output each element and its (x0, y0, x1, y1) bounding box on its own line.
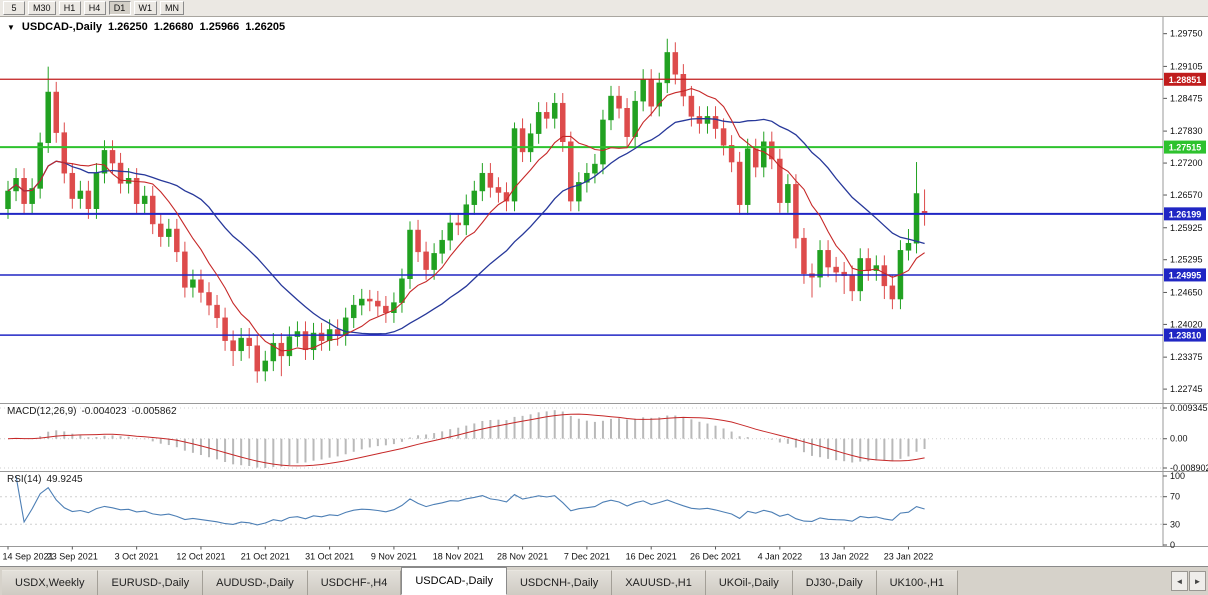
svg-text:26 Dec 2021: 26 Dec 2021 (690, 552, 741, 562)
svg-text:1.28851: 1.28851 (1169, 75, 1202, 85)
svg-text:1.22745: 1.22745 (1170, 384, 1203, 394)
chart-tab-usdx-weekly[interactable]: USDX,Weekly (2, 570, 99, 595)
svg-text:14 Sep 2021: 14 Sep 2021 (2, 552, 53, 562)
svg-text:-0.008902: -0.008902 (1170, 463, 1208, 473)
svg-text:100: 100 (1170, 471, 1185, 481)
svg-text:1.24650: 1.24650 (1170, 287, 1203, 297)
svg-text:23 Jan 2022: 23 Jan 2022 (884, 552, 934, 562)
svg-text:1.25295: 1.25295 (1170, 255, 1203, 265)
macd-panel: 0.009345 0.00 -0.008902 (0, 403, 1208, 473)
timeframe-button-h4[interactable]: H4 (83, 1, 106, 15)
svg-text:0.00: 0.00 (1170, 434, 1188, 444)
tab-scrollbar: ◄ ► (1171, 571, 1206, 591)
price-level-tag (1164, 140, 1206, 154)
svg-text:1.27515: 1.27515 (1169, 143, 1202, 153)
price-axis: 1.29750 1.29105 1.28475 1.27830 1.27200 1.265… (0, 17, 1208, 547)
chart-tab-audusd-daily[interactable]: AUDUSD-,Daily (203, 570, 308, 595)
svg-text:7 Dec 2021: 7 Dec 2021 (564, 552, 610, 562)
timeframe-button-d1[interactable]: D1 (108, 1, 131, 15)
price-level-tag (1164, 268, 1206, 282)
chart-tab-eurusd-daily[interactable]: EURUSD-,Daily (98, 570, 204, 595)
svg-text:31 Oct 2021: 31 Oct 2021 (305, 552, 354, 562)
chart-tab-ukoil-daily[interactable]: UKOil-,Daily (705, 570, 793, 595)
rsi-panel: 100 70 30 0 (0, 471, 1185, 550)
svg-text:1.29750: 1.29750 (1170, 29, 1203, 39)
chart-tab-usdcad-daily[interactable]: USDCAD-,Daily (401, 567, 507, 595)
svg-text:1.26199: 1.26199 (1169, 209, 1202, 219)
chart-tab-usdchf-h4[interactable]: USDCHF-,H4 (307, 570, 402, 595)
price-chart[interactable]: 1.29750 1.29105 1.28475 1.27830 1.27200 1.265… (0, 17, 1208, 566)
svg-text:0.009345: 0.009345 (1170, 403, 1208, 413)
timeframe-button-h1[interactable]: H1 (58, 1, 81, 15)
chart-tabbar: USDX,Weekly EURUSD-,Daily AUDUSD-,Daily USD… (0, 566, 1208, 595)
timeframe-toolbar: 5 M30 H1 H4 D1 W1 MN (0, 0, 1208, 17)
svg-text:1.26570: 1.26570 (1170, 190, 1203, 200)
moving-averages (7, 88, 925, 352)
chart-tab-xauusd-h1[interactable]: XAUUSD-,H1 (612, 570, 706, 595)
price-level-tag (1164, 72, 1206, 86)
chart-tab-usdcnh-daily[interactable]: USDCNH-,Daily (506, 570, 613, 595)
svg-text:21 Oct 2021: 21 Oct 2021 (241, 552, 290, 562)
svg-text:18 Nov 2021: 18 Nov 2021 (433, 552, 484, 562)
timeframe-button-m30[interactable]: M30 (28, 1, 56, 15)
svg-text:1.23375: 1.23375 (1170, 352, 1203, 362)
svg-text:3 Oct 2021: 3 Oct 2021 (115, 552, 159, 562)
support-resistance-lines: 1.28851 1.27515 1.26199 1.24995 1.23810 (0, 72, 1206, 342)
svg-text:1.28475: 1.28475 (1170, 93, 1203, 103)
svg-text:1.24995: 1.24995 (1169, 270, 1202, 280)
chart-tab-dj30-daily[interactable]: DJ30-,Daily (792, 570, 877, 595)
svg-text:70: 70 (1170, 492, 1180, 502)
svg-text:23 Sep 2021: 23 Sep 2021 (47, 552, 98, 562)
svg-text:1.25925: 1.25925 (1170, 223, 1203, 233)
timeframe-button-mn[interactable]: MN (160, 1, 185, 15)
svg-text:13 Jan 2022: 13 Jan 2022 (819, 552, 869, 562)
svg-text:16 Dec 2021: 16 Dec 2021 (626, 552, 677, 562)
svg-text:1.29105: 1.29105 (1170, 61, 1203, 71)
price-level-tag (1164, 328, 1206, 342)
chart-tab-uk100-h1[interactable]: UK100-,H1 (876, 570, 959, 595)
svg-text:30: 30 (1170, 519, 1180, 529)
svg-text:1.23810: 1.23810 (1169, 331, 1202, 341)
svg-text:9 Nov 2021: 9 Nov 2021 (371, 552, 417, 562)
svg-text:1.24020: 1.24020 (1170, 319, 1203, 329)
svg-text:0: 0 (1170, 540, 1175, 550)
price-level-tag (1164, 207, 1206, 221)
timeframe-button-5[interactable]: 5 (3, 1, 25, 15)
tab-scroll-left-icon[interactable]: ◄ (1171, 571, 1188, 591)
svg-text:4 Jan 2022: 4 Jan 2022 (758, 552, 803, 562)
timeframe-button-w1[interactable]: W1 (133, 1, 158, 15)
svg-text:1.27200: 1.27200 (1170, 158, 1203, 168)
tab-scroll-right-icon[interactable]: ► (1189, 571, 1206, 591)
svg-text:28 Nov 2021: 28 Nov 2021 (497, 552, 548, 562)
chart-window: ▼ USDCAD-,Daily 1.26250 1.26680 1.25966 … (0, 17, 1208, 566)
svg-text:1.27830: 1.27830 (1170, 126, 1203, 136)
candlesticks (5, 38, 928, 383)
svg-text:12 Oct 2021: 12 Oct 2021 (176, 552, 225, 562)
